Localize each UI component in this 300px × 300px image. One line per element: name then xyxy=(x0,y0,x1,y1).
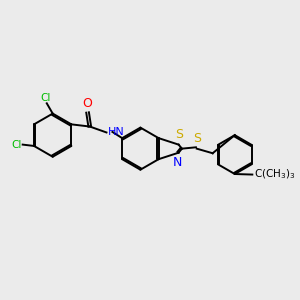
Text: S: S xyxy=(176,128,184,141)
Text: S: S xyxy=(193,132,201,145)
Text: Cl: Cl xyxy=(40,92,51,103)
Text: C(CH$_3$)$_3$: C(CH$_3$)$_3$ xyxy=(254,168,295,182)
Text: Cl: Cl xyxy=(11,140,21,150)
Text: HN: HN xyxy=(108,127,124,137)
Text: N: N xyxy=(173,156,182,170)
Text: O: O xyxy=(82,97,92,110)
